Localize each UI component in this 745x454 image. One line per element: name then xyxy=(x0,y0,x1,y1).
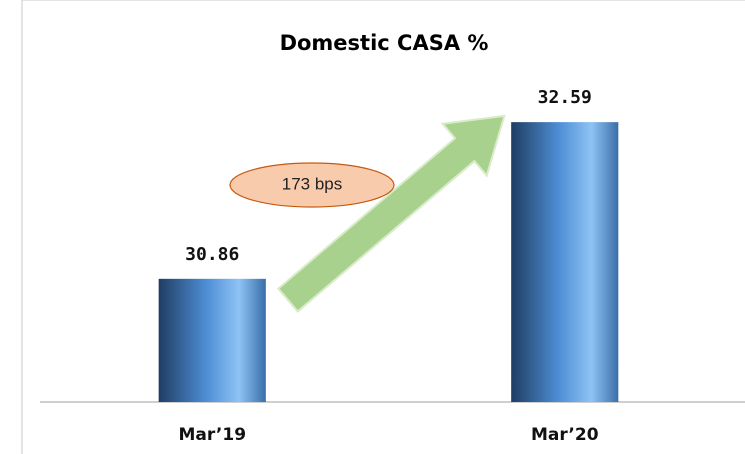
annotation: 173 bps xyxy=(282,174,343,193)
x-tick-label: Mar’19 xyxy=(178,425,246,445)
chart-title: Domestic CASA % xyxy=(280,31,489,55)
annotation-ellipse xyxy=(229,162,395,208)
value-label: 32.59 xyxy=(538,87,592,108)
value-label: 30.86 xyxy=(185,244,239,265)
x-tick-label: Mar’20 xyxy=(531,425,599,445)
bar xyxy=(158,278,266,402)
bar xyxy=(511,122,619,403)
chart-border xyxy=(21,0,745,454)
growth-arrow xyxy=(276,114,506,313)
